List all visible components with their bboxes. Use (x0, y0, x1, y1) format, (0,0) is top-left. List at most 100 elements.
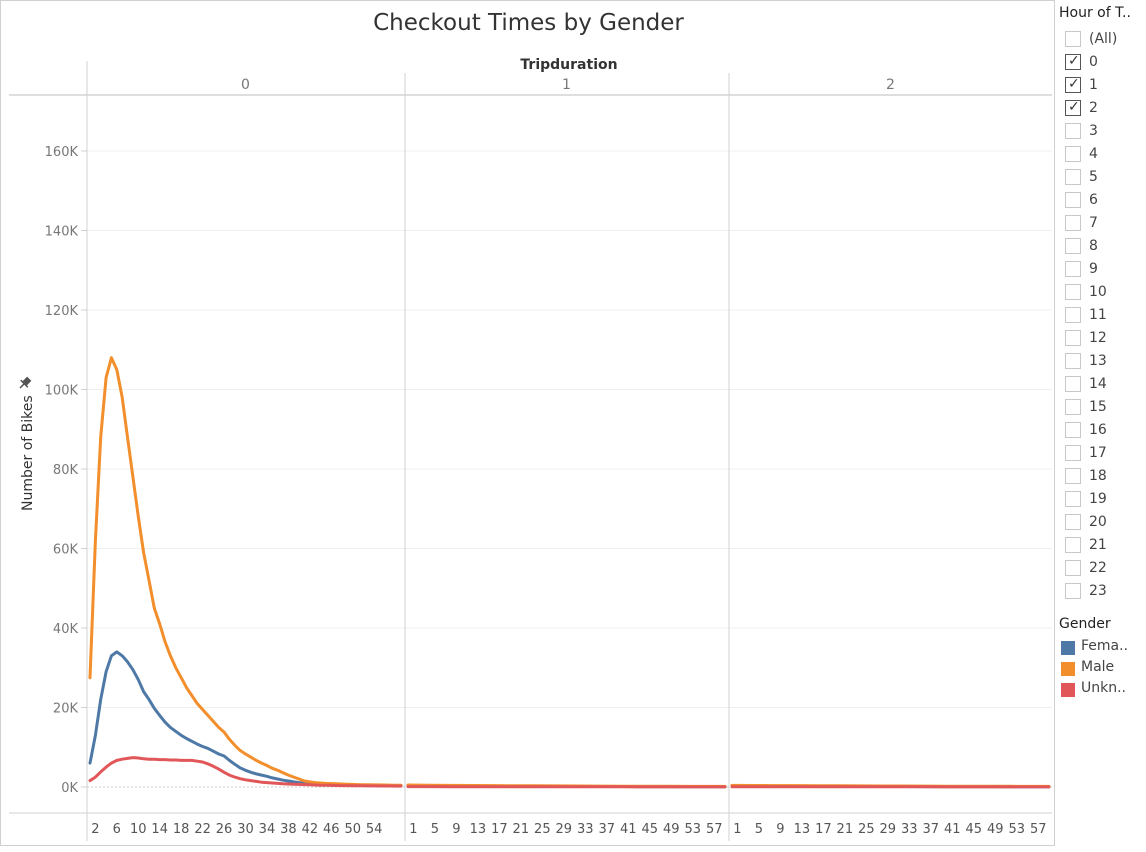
checkbox[interactable] (1065, 353, 1081, 369)
filter-title: Hour of T.. (1059, 5, 1131, 21)
x-tick-label: 37 (923, 822, 940, 837)
x-tick-label: 49 (663, 822, 680, 837)
checkbox[interactable] (1065, 583, 1081, 599)
y-tick-label: 120K (45, 304, 79, 319)
x-tick-label: 13 (470, 822, 487, 837)
filter-item-label: 0 (1089, 54, 1098, 70)
checkbox[interactable]: ✓ (1065, 76, 1081, 93)
filter-item-label: 20 (1089, 514, 1107, 530)
checkbox[interactable]: ✓ (1065, 53, 1081, 70)
x-tick-label: 57 (706, 822, 723, 837)
filter-item-9[interactable]: 9 (1065, 260, 1145, 280)
legend-item[interactable]: Unkn.. (1061, 680, 1141, 700)
filter-item-7[interactable]: 7 (1065, 214, 1145, 234)
pin-icon (19, 376, 32, 389)
x-tick-label: 6 (113, 822, 121, 837)
pin-icon-needle (19, 383, 25, 389)
filter-item-11[interactable]: 11 (1065, 306, 1145, 326)
checkbox[interactable] (1065, 284, 1081, 300)
filter-item-4[interactable]: 4 (1065, 145, 1145, 165)
y-tick-label: 20K (53, 702, 79, 717)
checkbox[interactable] (1065, 468, 1081, 484)
filter-item-label: 14 (1089, 376, 1107, 392)
panel-header-label: 0 (241, 77, 250, 93)
filter-item-label: 8 (1089, 238, 1098, 254)
y-axis-title: Number of Bikes (20, 395, 36, 511)
checkbox[interactable] (1065, 238, 1081, 254)
checkbox[interactable]: ✓ (1065, 99, 1081, 116)
filter-item-19[interactable]: 19 (1065, 490, 1145, 510)
filter-item-all[interactable]: (All) (1065, 30, 1145, 50)
sidebar: Hour of T.. (All) ✓ 0 ✓ 1 ✓ 2 3 4 5 6 7 8 9 10 11 12 13 14… (1058, 0, 1146, 852)
y-tick-label: 80K (53, 463, 79, 478)
filter-item-12[interactable]: 12 (1065, 329, 1145, 349)
checkbox[interactable] (1065, 422, 1081, 438)
legend-item[interactable]: Fema.. (1061, 638, 1141, 658)
x-tick-label: 38 (280, 822, 297, 837)
filter-item-14[interactable]: 14 (1065, 375, 1145, 395)
checkbox[interactable] (1065, 261, 1081, 277)
x-tick-label: 9 (776, 822, 784, 837)
filter-item-1[interactable]: ✓ 1 (1065, 76, 1145, 96)
chart-title: Checkout Times by Gender (373, 10, 684, 36)
filter-item-0[interactable]: ✓ 0 (1065, 53, 1145, 73)
checkbox[interactable] (1065, 31, 1081, 47)
legend-swatch (1061, 662, 1075, 676)
checkbox[interactable] (1065, 514, 1081, 530)
checkbox[interactable] (1065, 491, 1081, 507)
filter-item-22[interactable]: 22 (1065, 559, 1145, 579)
checkbox[interactable] (1065, 123, 1081, 139)
checkbox[interactable] (1065, 560, 1081, 576)
x-tick-label: 41 (620, 822, 637, 837)
filter-item-17[interactable]: 17 (1065, 444, 1145, 464)
column-header-title: Tripduration (520, 57, 617, 73)
chart-area: Checkout Times by Gender Tripduration 0K 2… (0, 0, 1055, 846)
checkbox[interactable] (1065, 537, 1081, 553)
y-tick-label: 60K (53, 543, 79, 558)
y-tick-label: 40K (53, 622, 79, 637)
filter-item-21[interactable]: 21 (1065, 536, 1145, 556)
filter-item-label: 1 (1089, 77, 1098, 93)
x-tick-label: 53 (1008, 822, 1025, 837)
filter-item-10[interactable]: 10 (1065, 283, 1145, 303)
filter-item-label: 13 (1089, 353, 1107, 369)
legend-swatch (1061, 683, 1075, 697)
x-tick-label: 50 (344, 822, 361, 837)
filter-item-18[interactable]: 18 (1065, 467, 1145, 487)
filter-item-label: 9 (1089, 261, 1098, 277)
filter-item-label: 18 (1089, 468, 1107, 484)
legend-item[interactable]: Male (1061, 659, 1141, 679)
x-tick-label: 37 (599, 822, 616, 837)
filter-item-label: 12 (1089, 330, 1107, 346)
filter-item-13[interactable]: 13 (1065, 352, 1145, 372)
filter-item-label: 5 (1089, 169, 1098, 185)
filter-item-20[interactable]: 20 (1065, 513, 1145, 533)
filter-item-6[interactable]: 6 (1065, 191, 1145, 211)
filter-item-5[interactable]: 5 (1065, 168, 1145, 188)
filter-item-15[interactable]: 15 (1065, 398, 1145, 418)
checkbox[interactable] (1065, 146, 1081, 162)
checkbox[interactable] (1065, 307, 1081, 323)
x-tick-label: 33 (901, 822, 918, 837)
x-tick-label: 14 (151, 822, 168, 837)
filter-item-2[interactable]: ✓ 2 (1065, 99, 1145, 119)
y-tick-label: 0K (61, 781, 78, 796)
x-tick-label: 22 (194, 822, 211, 837)
checkbox[interactable] (1065, 192, 1081, 208)
legend-label: Unkn.. (1081, 680, 1127, 696)
checkbox[interactable] (1065, 445, 1081, 461)
x-tick-label: 57 (1030, 822, 1047, 837)
filter-item-label: 17 (1089, 445, 1107, 461)
checkbox[interactable] (1065, 169, 1081, 185)
filter-item-16[interactable]: 16 (1065, 421, 1145, 441)
filter-item-8[interactable]: 8 (1065, 237, 1145, 257)
x-tick-label: 54 (366, 822, 383, 837)
checkbox[interactable] (1065, 399, 1081, 415)
checkbox[interactable] (1065, 215, 1081, 231)
filter-item-23[interactable]: 23 (1065, 582, 1145, 602)
checkbox[interactable] (1065, 330, 1081, 346)
x-tick-label: 21 (513, 822, 530, 837)
y-tick-label: 140K (45, 225, 79, 240)
filter-item-3[interactable]: 3 (1065, 122, 1145, 142)
checkbox[interactable] (1065, 376, 1081, 392)
